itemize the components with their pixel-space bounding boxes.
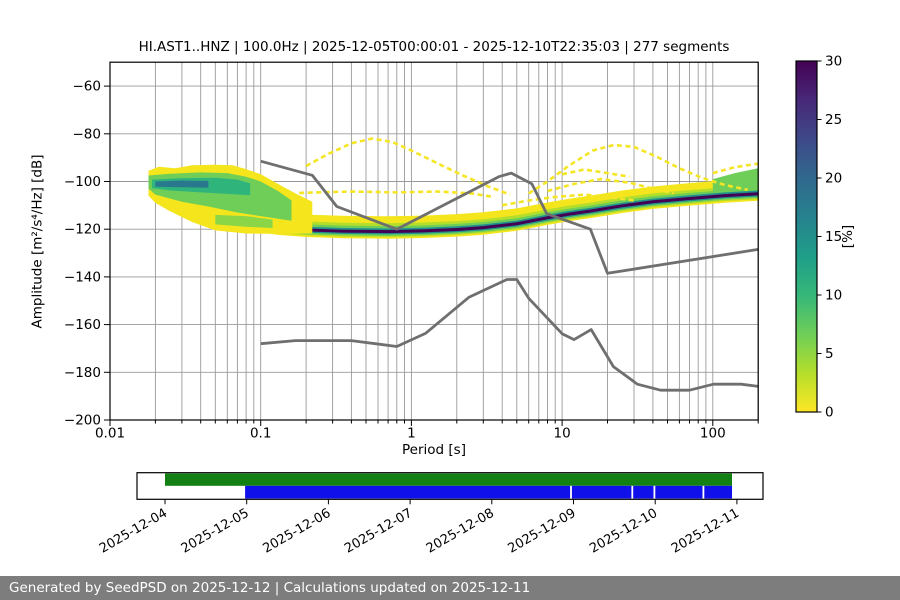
ppsd-long-period-cluster (561, 168, 630, 178)
svg-text:−60: −60 (73, 79, 102, 95)
svg-text:2025-12-04: 2025-12-04 (97, 506, 170, 557)
footer-bar: Generated by SeedPSD on 2025-12-12 | Cal… (0, 576, 900, 600)
svg-text:20: 20 (825, 171, 842, 187)
ppsd-flat-streak (299, 190, 494, 199)
timeline-date-labels: 2025-12-04 2025-12-05 2025-12-06 2025-12-07… (97, 499, 742, 557)
timeline-gap (702, 485, 705, 499)
ppsd-histogram (148, 137, 759, 239)
svg-text:−160: −160 (64, 317, 101, 333)
svg-text:15: 15 (825, 229, 842, 245)
svg-text:−140: −140 (64, 269, 101, 285)
ppsd-long-period-green-wedge (712, 168, 759, 193)
svg-text:5: 5 (825, 346, 834, 362)
ppsd-hf-blob-green-tongue (215, 214, 273, 228)
timeline-segments-bar (245, 485, 732, 499)
ppsd-long-period-hump (528, 143, 748, 195)
y-axis-ticks: −60 −80 −100 −120 −140 −160 −180 −200 (64, 79, 110, 429)
timeline-gap (570, 485, 572, 499)
svg-text:100: 100 (700, 426, 726, 442)
svg-text:−80: −80 (73, 126, 102, 142)
svg-text:1: 1 (407, 426, 416, 442)
x-axis-ticks (109, 420, 759, 426)
svg-text:−180: −180 (64, 365, 101, 381)
ppsd-mid-streak (501, 193, 635, 207)
nlnm-curve (260, 278, 759, 392)
svg-text:−200: −200 (64, 413, 101, 429)
svg-text:−120: −120 (64, 222, 101, 238)
svg-text:2025-12-06: 2025-12-06 (260, 506, 333, 557)
x-axis-tick-labels: 0.01 0.1 1 10 100 (95, 426, 726, 442)
ppsd-band-max-pct (277, 192, 759, 234)
svg-text:2025-12-11: 2025-12-11 (669, 506, 742, 557)
svg-text:30: 30 (825, 54, 842, 70)
svg-text:25: 25 (825, 112, 842, 128)
colorbar-label: [%] (840, 225, 856, 248)
nhnm-curve (260, 159, 759, 275)
svg-text:10: 10 (825, 288, 842, 304)
ppsd-long-period-hump-2 (547, 177, 674, 195)
ppsd-hf-blob-core (155, 180, 209, 188)
timeline-frame (136, 472, 764, 500)
svg-text:0.1: 0.1 (250, 426, 271, 442)
ppsd-band-teal-pct (277, 190, 759, 235)
x-axis-label: Period [s] (402, 442, 466, 458)
svg-text:0: 0 (825, 405, 834, 421)
svg-text:2025-12-07: 2025-12-07 (342, 506, 415, 557)
colorbar-gradient (796, 61, 817, 412)
ppsd-right-edge-top-streak (712, 162, 759, 175)
timeline-gap (631, 485, 634, 499)
timeline: 2025-12-04 2025-12-05 2025-12-06 2025-12-07… (97, 472, 764, 557)
timeline-calculated-days-bar (165, 473, 732, 486)
ppsd-band-high-pct (277, 188, 759, 236)
plot-canvas: 0.01 0.1 1 10 100−60−80−100−120−140−160−180−… (64, 54, 856, 557)
colorbar: 0 5 10 15 20 25 30 [%] (795, 54, 856, 421)
svg-text:2025-12-05: 2025-12-05 (179, 506, 252, 557)
svg-text:0.01: 0.01 (95, 426, 125, 442)
plot-frame (109, 61, 759, 421)
ppsd-microseism-arc (305, 137, 511, 196)
timeline-gap (653, 485, 656, 499)
plot-title: HI.AST1..HNZ | 100.0Hz | 2025-12-05T00:0… (138, 39, 730, 55)
svg-text:−100: −100 (64, 174, 101, 190)
x-gridlines (109, 62, 759, 420)
footer-text: Generated by SeedPSD on 2025-12-12 | Cal… (9, 580, 531, 596)
svg-text:2025-12-10: 2025-12-10 (587, 506, 660, 557)
svg-text:10: 10 (554, 426, 571, 442)
svg-text:2025-12-09: 2025-12-09 (506, 506, 579, 557)
svg-text:2025-12-08: 2025-12-08 (424, 506, 497, 557)
